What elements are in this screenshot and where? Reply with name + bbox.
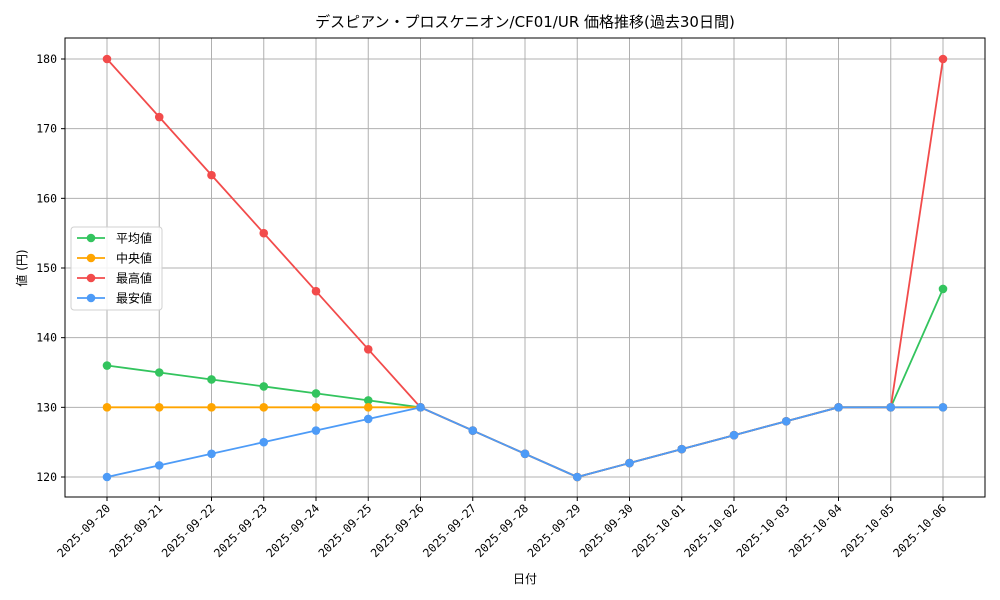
legend-marker-icon	[86, 233, 96, 243]
y-tick-label: 130	[36, 400, 57, 414]
series-group	[102, 54, 948, 482]
data-point	[363, 414, 373, 424]
data-point	[102, 361, 112, 370]
data-point	[259, 403, 269, 412]
data-point	[154, 112, 164, 122]
y-tick-label: 180	[36, 52, 57, 66]
data-point	[207, 375, 216, 384]
data-point	[207, 449, 216, 459]
grid	[65, 38, 985, 497]
data-point	[938, 284, 948, 294]
legend-marker-icon	[86, 273, 96, 283]
data-point	[363, 396, 373, 405]
series-line	[102, 403, 948, 482]
data-point	[311, 403, 321, 412]
data-point	[520, 449, 530, 459]
legend-label: 平均値	[116, 231, 152, 246]
data-point	[886, 403, 896, 412]
data-point	[102, 403, 112, 412]
data-point	[781, 416, 791, 426]
x-tick-label: 2025-10-04	[786, 501, 845, 560]
data-point	[207, 170, 216, 180]
x-tick-label: 2025-09-25	[316, 501, 375, 560]
y-axis-label: 値 (円)	[14, 249, 29, 286]
data-point	[259, 437, 269, 447]
legend-label: 最安値	[116, 291, 152, 306]
chart-title: デスピアン・プロスケニオン/CF01/UR 価格推移(過去30日間)	[315, 13, 735, 31]
data-point	[154, 461, 164, 470]
x-tick-label: 2025-10-01	[629, 501, 688, 560]
legend-box	[70, 226, 163, 311]
data-point	[311, 389, 321, 398]
data-point	[938, 403, 948, 412]
legend-label: 中央値	[116, 251, 152, 266]
data-point	[938, 54, 948, 64]
x-tick-label: 2025-09-24	[263, 501, 322, 560]
data-point	[363, 345, 373, 354]
data-point	[259, 228, 269, 238]
data-point	[311, 426, 321, 435]
x-tick-label: 2025-10-06	[890, 501, 949, 560]
data-point	[625, 458, 634, 468]
x-tick-label: 2025-09-21	[107, 501, 166, 560]
x-tick-label: 2025-10-03	[734, 501, 793, 560]
data-point	[259, 382, 269, 391]
x-tick-label: 2025-10-02	[681, 501, 740, 560]
x-tick-label: 2025-09-23	[211, 501, 270, 560]
data-point	[416, 403, 425, 412]
x-tick-label: 2025-10-05	[838, 501, 897, 560]
x-tick-label: 2025-09-20	[54, 501, 113, 560]
x-tick-label: 2025-09-22	[159, 501, 218, 560]
x-tick-label: 2025-09-26	[368, 501, 427, 560]
y-tick-label: 140	[36, 331, 57, 345]
x-axis-label: 日付	[513, 572, 537, 586]
legend-marker-icon	[86, 293, 96, 303]
x-tick-label: 2025-09-27	[420, 501, 479, 560]
data-point	[677, 444, 687, 454]
y-tick-label: 120	[36, 470, 57, 484]
y-tick-label: 160	[36, 191, 57, 205]
data-point	[363, 403, 373, 412]
y-axis: 120 130 140 150 160 170 180	[36, 52, 65, 484]
y-tick-label: 150	[36, 261, 57, 275]
legend-marker-icon	[86, 253, 96, 263]
data-point	[207, 403, 216, 412]
data-point	[834, 403, 843, 412]
data-point	[154, 403, 164, 412]
data-point	[311, 286, 321, 296]
data-point	[572, 472, 582, 482]
x-tick-label: 2025-09-29	[525, 501, 584, 560]
data-point	[468, 426, 478, 435]
x-tick-label: 2025-09-30	[577, 501, 636, 560]
data-point	[729, 430, 739, 440]
data-point	[102, 472, 112, 482]
data-point	[102, 54, 112, 64]
x-tick-label: 2025-09-28	[472, 501, 531, 560]
y-tick-label: 170	[36, 122, 57, 136]
legend-label: 最高値	[116, 271, 152, 286]
x-axis: 2025-09-202025-09-212025-09-222025-09-23…	[54, 497, 949, 560]
data-point	[154, 368, 164, 377]
